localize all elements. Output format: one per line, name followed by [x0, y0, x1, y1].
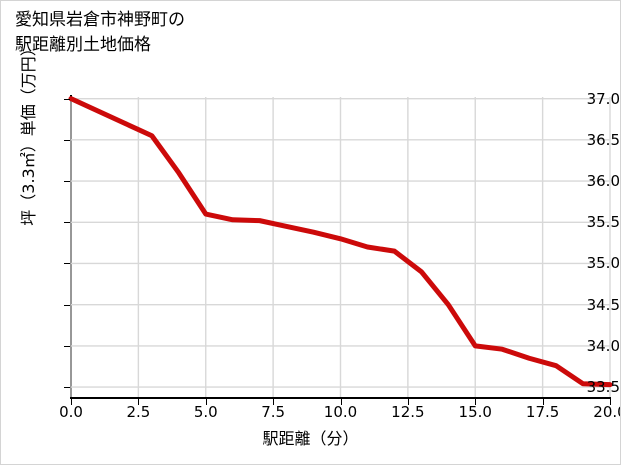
x-tick-mark — [340, 399, 342, 405]
y-tick-mark — [64, 98, 70, 100]
y-tick-mark — [64, 222, 70, 224]
y-tick-label: 36.0 — [586, 172, 620, 191]
x-tick-mark — [475, 399, 477, 405]
y-tick-label: 37.0 — [586, 89, 620, 108]
y-tick-mark — [64, 139, 70, 141]
y-tick-label: 33.5 — [586, 378, 620, 397]
x-tick-mark — [610, 399, 611, 405]
x-tick-label: 20.0 — [593, 403, 620, 421]
plot-svg — [68, 96, 613, 397]
y-tick-mark — [64, 181, 70, 183]
data-series-line — [68, 96, 613, 388]
x-axis-line — [70, 397, 611, 399]
y-tick-label: 35.5 — [586, 213, 620, 232]
page-title: 愛知県岩倉市神野町の 駅距離別土地価格 — [15, 10, 185, 55]
x-tick-mark — [407, 399, 409, 405]
x-tick-mark — [273, 399, 275, 405]
y-tick-mark — [64, 304, 70, 306]
y-tick-mark — [64, 387, 70, 389]
x-tick-label: 2.5 — [126, 403, 151, 421]
y-tick-label: 34.0 — [586, 336, 620, 355]
x-tick-label: 10.0 — [323, 403, 358, 421]
y-tick-label: 36.5 — [586, 130, 620, 149]
y-tick-label: 34.5 — [586, 295, 620, 314]
y-tick-mark — [64, 263, 70, 265]
y-tick-mark — [64, 345, 70, 347]
x-tick-label: 0.0 — [59, 403, 83, 421]
x-tick-label: 15.0 — [458, 403, 492, 421]
x-tick-label: 7.5 — [261, 403, 286, 421]
x-axis-label: 駅距離（分） — [262, 429, 359, 448]
x-tick-label: 5.0 — [193, 403, 218, 421]
x-tick-mark — [205, 399, 207, 405]
x-tick-mark — [138, 399, 140, 405]
x-tick-mark — [71, 399, 72, 405]
gridlines — [70, 97, 611, 397]
y-tick-label: 35.0 — [586, 254, 620, 273]
x-tick-mark — [542, 399, 544, 405]
y-axis-label: 坪（3.3㎡）単価（万円） — [19, 40, 38, 226]
x-tick-label: 12.5 — [391, 403, 425, 421]
plot-area — [68, 96, 613, 397]
x-tick-label: 17.5 — [525, 403, 560, 421]
